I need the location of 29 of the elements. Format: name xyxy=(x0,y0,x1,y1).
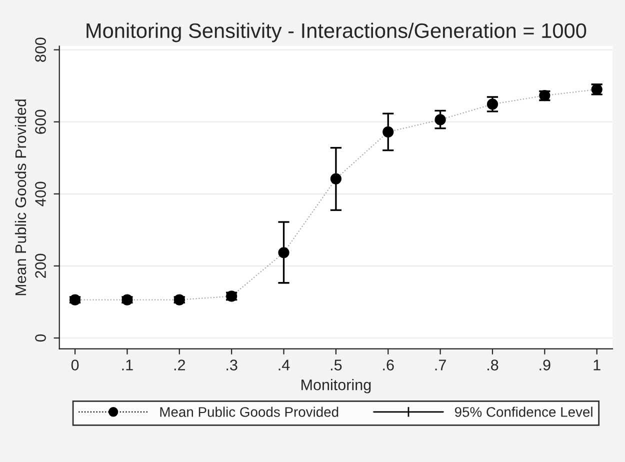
point xyxy=(174,294,185,306)
x-tick-label: .7 xyxy=(435,360,446,370)
text: 95% Confidence Level xyxy=(454,406,592,417)
x-axis-title: Monitoring xyxy=(302,379,371,394)
x-tick-label: .5 xyxy=(330,360,342,370)
x-tick-label: 1 xyxy=(594,360,600,370)
x-tick-label: .2 xyxy=(174,360,185,370)
x-tick-label: .4 xyxy=(278,360,290,370)
point xyxy=(122,294,133,306)
chart-title: Monitoring Sensitivity - Interactions/Generation = 1000 xyxy=(86,22,586,42)
point xyxy=(382,126,394,138)
x-tick-label: .8 xyxy=(488,360,498,370)
y-tick-label: 600 xyxy=(35,110,46,134)
point xyxy=(434,114,446,126)
y-tick-label: 200 xyxy=(35,254,46,278)
x-tick-label: .1 xyxy=(122,360,133,370)
x-tick-label: .3 xyxy=(226,360,238,370)
point xyxy=(69,294,81,306)
x-tick-label: .6 xyxy=(383,360,394,370)
y-tick-label: 0 xyxy=(35,334,46,342)
legend-label: Mean Public Goods Provided xyxy=(160,406,338,417)
y-tick-label: 800 xyxy=(35,38,46,62)
point xyxy=(278,247,290,258)
y-tick-label: 400 xyxy=(35,182,46,206)
point xyxy=(486,98,498,110)
x-tick-label: .9 xyxy=(540,360,550,370)
y-axis-title: Mean Public Goods Provided xyxy=(14,100,26,296)
point xyxy=(330,173,342,184)
x-tick-label: 0 xyxy=(71,360,79,370)
